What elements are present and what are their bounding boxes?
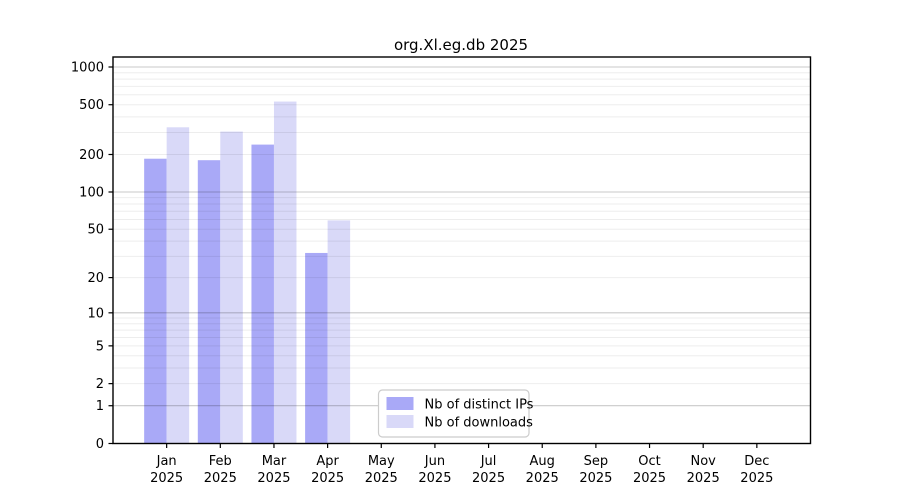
bar-nb-of-distinct-ips-jan bbox=[144, 158, 167, 444]
y-tick-label: 200 bbox=[79, 148, 104, 163]
legend-label: Nb of distinct IPs bbox=[425, 398, 534, 413]
x-tick-label-year: 2025 bbox=[687, 471, 720, 486]
labels-layer: 0 1 2 5 10 20 50 100 200 500 1000 Jan 2025 Feb 2025 Mar… bbox=[71, 61, 773, 487]
bar-nb-of-distinct-ips-apr bbox=[305, 252, 328, 444]
y-tick-label: 500 bbox=[79, 98, 104, 113]
y-tick-label: 0 bbox=[96, 437, 104, 452]
bar-nb-of-downloads-mar bbox=[273, 101, 297, 444]
legend-swatch bbox=[386, 415, 414, 428]
x-tick-label-year: 2025 bbox=[311, 471, 344, 486]
bar-nb-of-distinct-ips-feb bbox=[197, 160, 221, 444]
x-tick-label-month: Feb bbox=[209, 454, 232, 469]
y-tick-label: 10 bbox=[87, 306, 104, 321]
x-tick-label-year: 2025 bbox=[257, 471, 290, 486]
x-tick-label-month: Aug bbox=[530, 454, 555, 469]
y-tick-label: 1000 bbox=[71, 61, 104, 76]
x-tick-label-year: 2025 bbox=[526, 471, 559, 486]
x-tick-label-month: Dec bbox=[744, 454, 769, 469]
legend-label: Nb of downloads bbox=[425, 416, 534, 431]
x-tick-label-month: Mar bbox=[262, 454, 287, 469]
x-tick-label-year: 2025 bbox=[633, 471, 666, 486]
x-tick-label-month: Sep bbox=[584, 454, 609, 469]
bar-nb-of-downloads-feb bbox=[220, 131, 243, 444]
x-tick-label-month: Jul bbox=[480, 454, 497, 469]
x-tick-label-month: May bbox=[368, 454, 395, 469]
x-tick-label-month: Jan bbox=[156, 454, 177, 469]
x-tick-label-year: 2025 bbox=[740, 471, 773, 486]
y-tick-label: 20 bbox=[87, 271, 104, 286]
bar-nb-of-downloads-jan bbox=[166, 127, 190, 444]
axis-frame bbox=[112, 56, 812, 445]
y-tick-label: 100 bbox=[79, 185, 104, 200]
x-tick-label-year: 2025 bbox=[365, 471, 398, 486]
bar-nb-of-distinct-ips-mar bbox=[251, 144, 274, 444]
y-tick-label: 50 bbox=[87, 223, 104, 238]
legend-box bbox=[377, 389, 530, 438]
axes-layer bbox=[108, 56, 812, 448]
x-tick-label-month: Nov bbox=[691, 454, 717, 469]
x-tick-label-month: Apr bbox=[316, 454, 339, 469]
chart-title: org.Xl.eg.db 2025 bbox=[394, 36, 528, 54]
bars-layer bbox=[144, 101, 351, 444]
x-tick-label-month: Oct bbox=[638, 454, 660, 469]
y-tick-label: 2 bbox=[96, 377, 104, 392]
bar-nb-of-downloads-apr bbox=[327, 220, 351, 444]
y-tick-label: 1 bbox=[96, 399, 104, 414]
x-tick-label-year: 2025 bbox=[579, 471, 612, 486]
x-tick-label-year: 2025 bbox=[150, 471, 183, 486]
x-tick-label-month: Jun bbox=[424, 454, 445, 469]
legend: Nb of distinct IPs Nb of downloads bbox=[377, 389, 534, 438]
x-tick-label-year: 2025 bbox=[204, 471, 237, 486]
x-tick-label-year: 2025 bbox=[418, 471, 451, 486]
x-tick-label-year: 2025 bbox=[472, 471, 505, 486]
y-tick-label: 5 bbox=[96, 339, 104, 354]
legend-swatch bbox=[386, 397, 414, 410]
